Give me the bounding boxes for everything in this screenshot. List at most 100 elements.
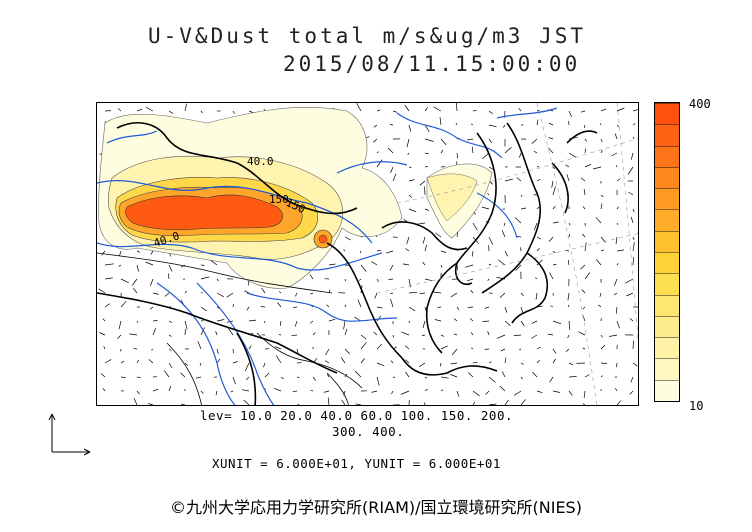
wind-vector (567, 304, 570, 308)
wind-vector (246, 376, 250, 381)
colorbar-segment (655, 145, 679, 167)
wind-vector (450, 362, 458, 365)
copyright-credit: ©九州大学応用力学研究所(RIAM)/国立環境研究所(NIES) (170, 498, 582, 517)
wind-vector (616, 178, 621, 182)
wind-vector (405, 248, 410, 252)
wind-vector (536, 248, 540, 252)
wind-vector (390, 298, 394, 308)
wind-vector (215, 390, 218, 396)
wind-vector (440, 404, 441, 405)
wind-vector (152, 320, 158, 322)
wind-vector (168, 334, 172, 337)
wind-vector (200, 110, 203, 114)
wind-vector (278, 291, 282, 294)
wind-vector (596, 259, 602, 266)
colorbar-segment (655, 230, 679, 252)
wind-vector (390, 292, 394, 294)
wind-vector (358, 278, 362, 281)
wind-vector (456, 103, 458, 112)
wind-vector (230, 390, 234, 393)
wind-vector (504, 306, 508, 313)
wind-vector (120, 376, 126, 378)
wind-vector (264, 372, 270, 378)
wind-vector (611, 152, 618, 157)
wind-vector (440, 389, 444, 392)
wind-vector (520, 194, 523, 197)
wind-vector (243, 399, 250, 405)
wind-vector (552, 250, 556, 254)
wind-vector (389, 264, 394, 271)
wind-vector (568, 320, 571, 330)
wind-vector (536, 259, 543, 266)
wind-vector (472, 390, 480, 397)
wind-vector (184, 103, 187, 112)
dust-wind-map: 40.0 150 40.0 150 (97, 103, 638, 405)
wind-vector (533, 150, 538, 154)
wind-vector (582, 403, 586, 405)
wind-vector (387, 147, 394, 154)
wind-vector (119, 250, 122, 256)
wind-vector (616, 400, 621, 405)
wind-vector (277, 302, 282, 308)
colorbar-segment (655, 166, 679, 189)
wind-vector (100, 373, 106, 378)
wind-vector (568, 362, 574, 366)
wind-vector (580, 110, 586, 113)
wind-vector (404, 104, 410, 112)
wind-vector (360, 358, 365, 364)
wind-vector (593, 166, 602, 170)
wind-vector (149, 306, 154, 310)
wind-vector (629, 390, 634, 395)
wind-vector (515, 264, 522, 271)
wind-vector (549, 272, 554, 280)
wind-vector (281, 404, 282, 405)
wind-vector (152, 327, 157, 336)
wind-vector (470, 332, 474, 336)
wind-vector (568, 110, 573, 118)
wind-vector (117, 108, 122, 112)
color-scale-bar (654, 102, 680, 402)
wind-vector (487, 278, 490, 282)
wind-vector (516, 177, 522, 182)
wind-vector (200, 264, 205, 266)
wind-vector (419, 292, 426, 294)
wind-vector (376, 278, 380, 283)
wind-vector (434, 319, 442, 322)
wind-vector (456, 264, 458, 271)
wind-vector (248, 345, 252, 350)
wind-vector (600, 362, 608, 364)
wind-vector (471, 347, 474, 350)
wind-vector (118, 264, 122, 267)
wind-vector (472, 361, 478, 364)
wind-vector (440, 264, 443, 268)
wind-vector (312, 376, 316, 381)
wind-vector (630, 216, 634, 224)
wind-vector (552, 186, 556, 196)
wind-vector (533, 222, 538, 231)
wind-vector (293, 306, 298, 309)
wind-vector (424, 244, 427, 252)
wind-vector (536, 360, 540, 364)
wind-vector (600, 150, 603, 154)
wind-vector (488, 236, 494, 245)
wind-vector (226, 292, 234, 298)
wind-vector (406, 236, 410, 245)
wind-vector (136, 108, 143, 112)
wind-vector (568, 390, 573, 396)
wind-vector (535, 277, 538, 280)
wind-vector (392, 110, 398, 113)
wind-vector (385, 250, 394, 254)
wind-vector (117, 334, 122, 339)
wind-vector (536, 236, 541, 240)
colorbar-segment (655, 188, 679, 210)
wind-vector (582, 233, 586, 238)
wind-vector (376, 343, 383, 350)
wind-vector (376, 159, 383, 168)
wind-vector (232, 361, 238, 364)
wind-vector (355, 403, 362, 405)
wind-vector (104, 303, 110, 308)
wind-vector (584, 272, 591, 280)
wind-vector (373, 331, 378, 336)
wind-vector (327, 397, 330, 405)
wind-vector (548, 147, 554, 154)
